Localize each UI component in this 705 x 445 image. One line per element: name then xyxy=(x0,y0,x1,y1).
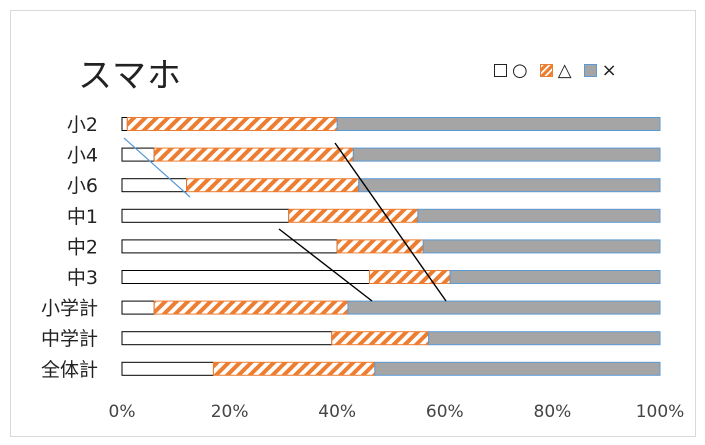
annotation-line-black-1 xyxy=(334,142,447,302)
category-label: 小6 xyxy=(67,175,98,197)
bar-segment-2-row-4 xyxy=(288,208,419,223)
legend-item-circle: ○ xyxy=(494,60,528,81)
category-label: 小4 xyxy=(67,145,98,167)
chart-title: スマホ xyxy=(78,56,182,96)
bar-segment-1-row-1 xyxy=(121,117,128,131)
annotation-lines xyxy=(123,137,447,302)
bar-segment-1-row-5 xyxy=(121,239,338,254)
bar-segment-2-row-3 xyxy=(186,178,360,193)
bar-segment-3-row-5 xyxy=(422,239,661,254)
bar-segment-3-row-4 xyxy=(417,208,661,223)
legend-label-cross: × xyxy=(601,60,617,81)
bar-segment-3-row-1 xyxy=(336,117,661,131)
bar-segment-1-row-8 xyxy=(121,331,333,346)
bar-segment-2-row-1 xyxy=(126,117,338,131)
bar-segment-2-row-2 xyxy=(153,147,354,162)
bar-segment-2-row-8 xyxy=(331,331,430,346)
bar-segment-2-row-9 xyxy=(212,361,376,376)
x-tick-label: 20% xyxy=(211,402,249,422)
bar-segment-3-row-8 xyxy=(428,331,661,346)
bar-segment-3-row-2 xyxy=(352,147,661,162)
x-tick-label: 80% xyxy=(534,402,572,422)
bar-segment-2-row-6 xyxy=(368,270,451,284)
bar-segment-3-row-9 xyxy=(374,361,661,376)
legend-label-triangle: △ xyxy=(557,60,572,81)
bar-segment-3-row-7 xyxy=(347,300,661,315)
annotation-line-black-2 xyxy=(278,228,373,302)
bar-segment-1-row-7 xyxy=(121,300,155,315)
category-label: 中2 xyxy=(67,236,98,258)
legend-swatch-circle xyxy=(494,64,507,77)
legend: ○ △ × xyxy=(494,60,629,81)
bar-segment-3-row-6 xyxy=(449,270,661,284)
category-label: 全体計 xyxy=(41,359,98,381)
legend-item-cross: × xyxy=(583,60,617,81)
legend-swatch-triangle xyxy=(539,64,553,77)
x-tick-label: 0% xyxy=(109,402,136,422)
legend-label-circle: ○ xyxy=(512,60,528,81)
x-tick-label: 60% xyxy=(426,402,464,422)
category-label: 小学計 xyxy=(41,298,98,320)
category-label: 中学計 xyxy=(41,328,98,350)
category-label: 中1 xyxy=(67,206,98,228)
legend-item-triangle: △ xyxy=(539,60,572,81)
bar-segment-3-row-3 xyxy=(358,178,661,193)
legend-swatch-cross xyxy=(583,64,597,77)
x-tick-label: 40% xyxy=(318,402,356,422)
bar-segment-1-row-9 xyxy=(121,361,214,376)
category-label: 中3 xyxy=(67,267,98,289)
bar-segment-1-row-6 xyxy=(121,270,370,284)
x-tick-label: 100% xyxy=(636,402,685,422)
category-label: 小2 xyxy=(67,114,98,136)
annotation-line-blue xyxy=(123,137,191,198)
bar-segment-2-row-7 xyxy=(153,300,349,315)
bar-segment-1-row-4 xyxy=(121,208,290,223)
